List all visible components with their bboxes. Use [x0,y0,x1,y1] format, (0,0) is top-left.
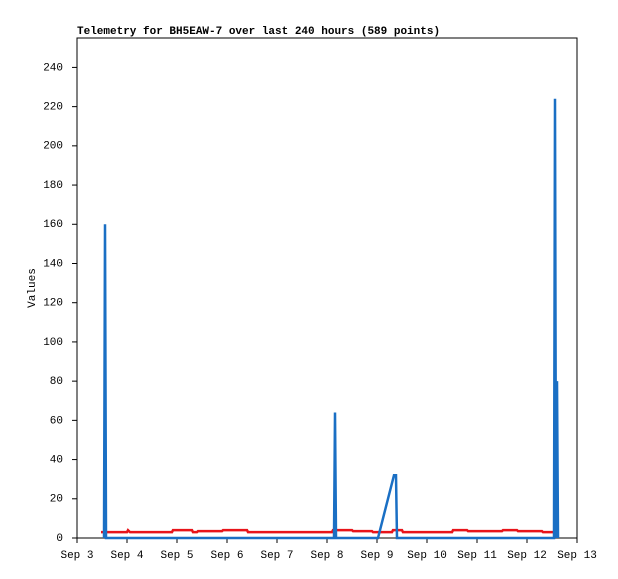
plot-frame [76,37,578,539]
chart-title: Telemetry for BH5EAW-7 over last 240 hou… [77,26,440,38]
y-tick-label: 0 [56,533,63,545]
y-tick-label: 160 [43,219,63,231]
y-tick-label: 40 [50,454,63,466]
x-tick-label: Sep 5 [160,550,193,562]
x-tick-label: Sep 11 [457,550,497,562]
x-tick-label: Sep 3 [60,550,93,562]
y-tick-label: 20 [50,494,63,506]
x-tick-label: Sep 8 [310,550,343,562]
x-tick-label: Sep 13 [557,550,597,562]
data-line [101,528,555,534]
y-tick-label: 180 [43,180,63,192]
y-tick-label: 140 [43,258,63,270]
data-line [102,98,560,540]
y-tick-label: 60 [50,415,63,427]
x-tick-label: Sep 7 [260,550,293,562]
y-tick-label: 100 [43,337,63,349]
y-tick-label: 120 [43,298,63,310]
x-tick-label: Sep 9 [360,550,393,562]
y-axis-label: Values [27,268,39,308]
y-tick-label: 240 [43,62,63,74]
y-tick-label: 220 [43,102,63,114]
y-tick-label: 80 [50,376,63,388]
x-tick-label: Sep 12 [507,550,547,562]
y-tick-label: 200 [43,141,63,153]
x-tick-label: Sep 4 [110,550,143,562]
x-tick-label: Sep 6 [210,550,243,562]
x-tick-label: Sep 10 [407,550,447,562]
